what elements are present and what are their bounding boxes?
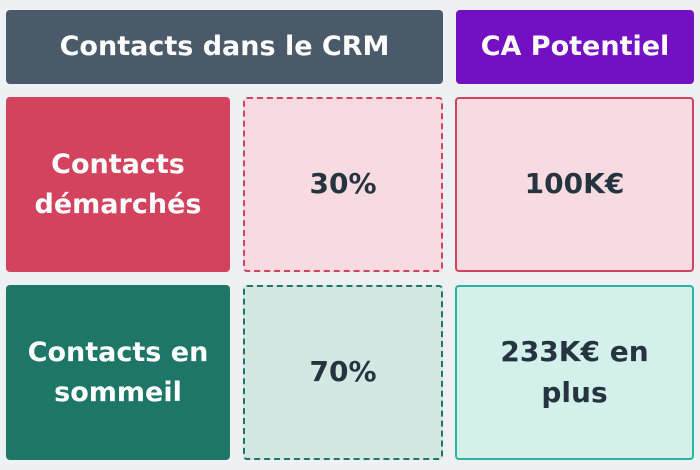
header-contacts-crm: Contacts dans le CRM <box>6 10 443 84</box>
ca-value: 100K€ <box>524 167 625 201</box>
label-line: démarchés <box>34 188 202 220</box>
ca-contacts-sommeil: 233K€ en plus <box>455 285 694 460</box>
percent-value: 70% <box>309 355 377 389</box>
percent-contacts-demarches: 30% <box>243 97 443 272</box>
label-line: Contacts <box>51 149 185 181</box>
label-contacts-demarches: Contacts démarchés <box>6 97 230 272</box>
percent-contacts-sommeil: 70% <box>243 285 443 460</box>
header-ca-potentiel-label: CA Potentiel <box>480 31 670 63</box>
label-line: sommeil <box>54 376 182 408</box>
ca-contacts-demarches: 100K€ <box>455 97 694 272</box>
ca-value-line: plus <box>541 375 608 409</box>
ca-value-line: 233K€ en <box>500 334 649 368</box>
header-ca-potentiel: CA Potentiel <box>456 10 694 84</box>
label-line: Contacts en <box>27 337 209 369</box>
percent-value: 30% <box>309 167 377 201</box>
header-contacts-crm-label: Contacts dans le CRM <box>59 31 390 63</box>
label-contacts-sommeil: Contacts en sommeil <box>6 285 230 460</box>
